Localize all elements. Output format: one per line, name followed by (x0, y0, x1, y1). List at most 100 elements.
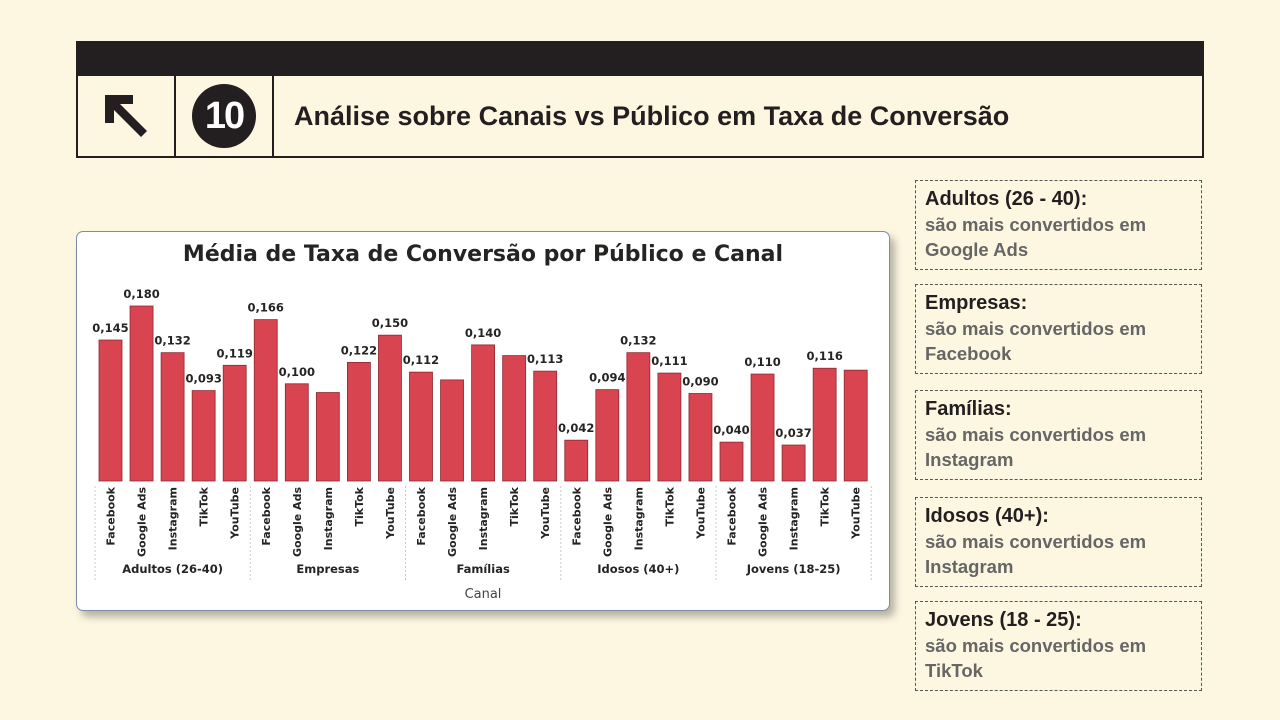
bar (533, 370, 558, 482)
data-label: 0,119 (217, 346, 253, 360)
group-label: Empresas (296, 562, 359, 576)
data-label: 0,094 (589, 371, 625, 385)
data-label: 0,166 (248, 301, 284, 315)
x-axis-label: Canal (465, 587, 502, 602)
tick-label: Facebook (726, 486, 739, 545)
insight-text: são mais convertidos em Instagram (925, 424, 1147, 470)
bar (502, 355, 527, 482)
tick-label: YouTube (694, 487, 707, 540)
bar (315, 392, 340, 482)
tick-label: YouTube (229, 487, 242, 540)
slide-header: 10 Análise sobre Canais vs Público em Ta… (76, 76, 1204, 158)
bar (378, 334, 402, 482)
insight-heading: Idosos (40+): (925, 505, 1049, 527)
insight-card-idosos: Idosos (40+): são mais convertidos em In… (915, 497, 1202, 587)
bar (812, 367, 837, 482)
insight-text: são mais convertidos em Facebook (925, 318, 1147, 364)
insight-card-jovens: Jovens (18 - 25): são mais convertidos e… (915, 601, 1202, 691)
insight-card-familias: Famílias: são mais convertidos em Instag… (915, 390, 1202, 480)
chart-card: Média de Taxa de Conversão por Público e… (76, 231, 890, 611)
data-label: 0,110 (744, 355, 780, 369)
tick-label: Instagram (167, 487, 180, 550)
insight-text: são mais convertidos em TikTok (925, 635, 1147, 681)
data-label: 0,093 (185, 372, 221, 386)
insight-text: são mais convertidos em Google Ads (925, 214, 1147, 260)
tick-label: Google Ads (601, 487, 614, 557)
data-label: 0,116 (806, 349, 842, 363)
insight-heading: Famílias: (925, 398, 1012, 420)
bar (160, 352, 185, 482)
arrow-up-left-icon[interactable] (103, 93, 149, 139)
tick-label: TikTok (508, 486, 521, 526)
tick-label: TikTok (819, 486, 832, 526)
tick-label: Facebook (570, 486, 583, 545)
bar (781, 444, 806, 482)
bar (750, 373, 775, 482)
bar-chart: Média de Taxa de Conversão por Público e… (92, 242, 872, 602)
title-cell: Análise sobre Canais vs Público em Taxa … (274, 76, 1009, 156)
bar (688, 393, 713, 482)
tick-label: Google Ads (757, 487, 770, 557)
tick-label: Facebook (260, 486, 273, 545)
chart-title: Média de Taxa de Conversão por Público e… (183, 242, 783, 267)
insight-heading: Adultos (26 - 40): (925, 188, 1088, 210)
bar (98, 339, 123, 482)
tick-label: YouTube (539, 487, 552, 540)
group-label: Adultos (26-40) (122, 562, 223, 576)
data-label: 0,140 (465, 326, 501, 340)
bar (843, 369, 868, 482)
data-label: 0,112 (403, 353, 439, 367)
insight-card-empresas: Empresas: são mais convertidos em Facebo… (915, 284, 1202, 374)
data-label: 0,090 (682, 375, 718, 389)
bar (253, 319, 278, 482)
tick-label: YouTube (850, 487, 863, 540)
tick-label: TikTok (663, 486, 676, 526)
tick-label: Facebook (415, 486, 428, 545)
data-label: 0,100 (279, 365, 315, 379)
insight-heading: Empresas: (925, 292, 1028, 314)
bar (719, 441, 744, 482)
data-label: 0,132 (154, 334, 190, 348)
group-label: Jovens (18-25) (746, 562, 841, 576)
tick-label: TikTok (198, 486, 211, 526)
arrow-cell (78, 76, 176, 156)
bar (440, 379, 464, 482)
number-cell: 10 (176, 76, 274, 156)
tick-label: Instagram (788, 487, 801, 550)
bar (657, 372, 682, 482)
insight-heading: Jovens (18 - 25): (925, 609, 1082, 631)
tick-label: Instagram (322, 487, 335, 550)
tick-label: YouTube (384, 487, 397, 540)
data-label: 0,150 (372, 316, 408, 330)
header-bar (76, 41, 1204, 77)
bar (626, 352, 651, 482)
data-label: 0,042 (558, 421, 594, 435)
data-label: 0,180 (123, 287, 159, 301)
bar (471, 344, 496, 482)
tick-label: Facebook (105, 486, 118, 545)
bar (191, 390, 216, 482)
data-label: 0,132 (620, 334, 656, 348)
group-label: Famílias (456, 562, 510, 576)
data-label: 0,122 (341, 343, 377, 357)
data-label: 0,037 (775, 426, 811, 440)
data-label: 0,145 (92, 321, 128, 335)
bar (346, 361, 371, 482)
slide-number-badge: 10 (192, 84, 256, 148)
bar (284, 383, 309, 482)
insight-text: são mais convertidos em Instagram (925, 531, 1147, 577)
bar (564, 439, 589, 482)
bar (595, 389, 620, 482)
bar (409, 371, 433, 482)
page-title: Análise sobre Canais vs Público em Taxa … (294, 100, 1010, 131)
tick-label: Google Ads (136, 487, 149, 557)
data-label: 0,111 (651, 354, 687, 368)
data-label: 0,113 (527, 352, 563, 366)
tick-label: Instagram (632, 487, 645, 550)
data-label: 0,040 (713, 423, 749, 437)
tick-label: Google Ads (446, 487, 459, 557)
bar (222, 364, 247, 482)
tick-label: TikTok (353, 486, 366, 526)
insight-card-adultos: Adultos (26 - 40): são mais convertidos … (915, 180, 1202, 270)
bar (129, 305, 154, 482)
